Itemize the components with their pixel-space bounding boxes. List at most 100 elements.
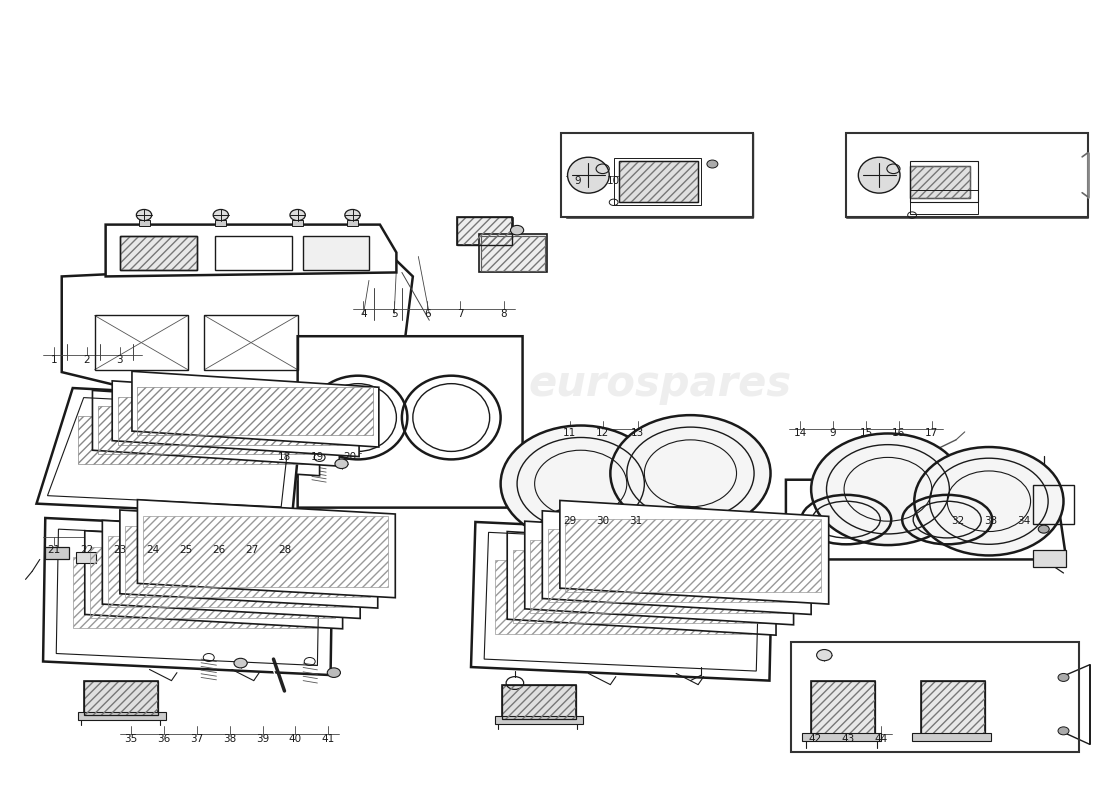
Bar — [143, 515, 387, 586]
Ellipse shape — [858, 158, 900, 193]
Text: 41: 41 — [321, 734, 336, 744]
Polygon shape — [36, 388, 304, 515]
Bar — [846, 133, 1088, 217]
Text: 22: 22 — [80, 545, 94, 555]
Text: 26: 26 — [212, 545, 226, 555]
Bar — [120, 236, 197, 270]
Bar — [910, 190, 978, 214]
Polygon shape — [120, 510, 377, 608]
Circle shape — [914, 447, 1064, 555]
Bar — [304, 236, 368, 270]
Circle shape — [816, 650, 832, 661]
Polygon shape — [526, 504, 769, 559]
Polygon shape — [298, 336, 522, 508]
Circle shape — [510, 226, 524, 235]
Circle shape — [282, 554, 293, 562]
Polygon shape — [132, 371, 378, 447]
Text: 4: 4 — [360, 309, 366, 319]
Bar — [216, 236, 293, 270]
Bar — [138, 387, 373, 435]
Text: 16: 16 — [892, 429, 905, 438]
Bar — [614, 158, 702, 205]
Bar — [84, 682, 158, 715]
Bar — [1033, 550, 1066, 567]
Bar — [581, 546, 680, 585]
Ellipse shape — [568, 158, 609, 193]
Bar — [502, 686, 576, 719]
Text: 31: 31 — [629, 516, 642, 526]
Bar — [811, 681, 874, 737]
Circle shape — [251, 549, 264, 558]
Polygon shape — [102, 520, 360, 618]
Circle shape — [234, 658, 248, 668]
Bar — [791, 642, 1079, 752]
Bar — [910, 166, 970, 198]
Bar — [272, 442, 283, 448]
Polygon shape — [73, 400, 320, 476]
Bar — [581, 546, 680, 585]
Text: 24: 24 — [146, 545, 160, 555]
Bar — [912, 734, 991, 742]
Circle shape — [1038, 525, 1049, 533]
Text: 37: 37 — [190, 734, 204, 744]
Bar — [84, 682, 158, 715]
Text: eurospares: eurospares — [144, 363, 407, 405]
Bar — [921, 681, 984, 737]
Bar — [921, 681, 984, 737]
Polygon shape — [507, 531, 776, 635]
Bar — [581, 546, 680, 585]
Text: 40: 40 — [289, 734, 302, 744]
Text: 39: 39 — [256, 734, 270, 744]
Bar — [481, 236, 544, 271]
Polygon shape — [112, 381, 359, 457]
Bar — [456, 217, 512, 245]
Bar — [205, 315, 298, 370]
Circle shape — [290, 210, 306, 221]
Text: 29: 29 — [563, 516, 576, 526]
Circle shape — [213, 210, 229, 221]
Bar — [910, 166, 970, 198]
Circle shape — [344, 210, 360, 221]
Bar — [502, 686, 576, 719]
Bar — [346, 220, 358, 226]
Bar — [802, 734, 881, 742]
Circle shape — [1058, 674, 1069, 682]
Text: 33: 33 — [984, 516, 998, 526]
Bar — [619, 161, 698, 202]
Text: 7: 7 — [456, 309, 463, 319]
Circle shape — [136, 210, 152, 221]
Bar — [78, 416, 315, 464]
Text: 15: 15 — [859, 429, 872, 438]
Text: 14: 14 — [793, 429, 806, 438]
Polygon shape — [785, 480, 1066, 559]
Bar — [478, 234, 547, 273]
Text: 38: 38 — [223, 734, 236, 744]
Text: 10: 10 — [607, 176, 620, 186]
Circle shape — [707, 160, 718, 168]
Circle shape — [811, 434, 965, 545]
Polygon shape — [525, 521, 793, 625]
Text: 17: 17 — [925, 429, 938, 438]
Text: 12: 12 — [596, 429, 609, 438]
Bar — [118, 397, 353, 445]
Text: 6: 6 — [424, 309, 430, 319]
Circle shape — [328, 668, 340, 678]
Text: 5: 5 — [390, 309, 397, 319]
Text: 28: 28 — [278, 545, 292, 555]
Text: 9: 9 — [829, 429, 836, 438]
Polygon shape — [85, 530, 342, 629]
Text: 2: 2 — [84, 355, 90, 365]
Circle shape — [500, 426, 661, 542]
Text: 35: 35 — [124, 734, 138, 744]
Polygon shape — [106, 225, 396, 277]
Text: eurospares: eurospares — [528, 363, 791, 405]
Text: 8: 8 — [500, 309, 507, 319]
Bar — [108, 536, 352, 607]
Bar — [90, 546, 334, 618]
Bar — [565, 518, 821, 592]
Text: 23: 23 — [113, 545, 127, 555]
Bar — [495, 560, 751, 634]
Bar — [530, 539, 785, 613]
Text: 9: 9 — [574, 176, 581, 186]
Text: 11: 11 — [563, 429, 576, 438]
